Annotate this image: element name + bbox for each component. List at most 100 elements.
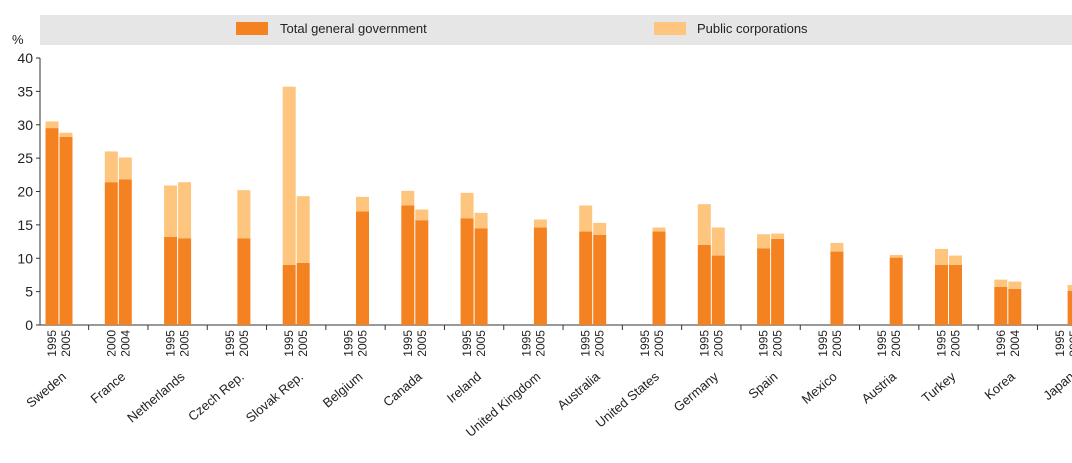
x-year-label: 2005 bbox=[889, 330, 903, 357]
x-year-label: 2005 bbox=[652, 330, 666, 357]
x-country-label: Turkey bbox=[919, 368, 959, 405]
y-tick-label: 40 bbox=[17, 50, 33, 66]
x-country-label: Ireland bbox=[444, 369, 484, 406]
y-tick-label: 15 bbox=[17, 217, 33, 233]
bar-government bbox=[533, 227, 547, 325]
x-year-label: 2005 bbox=[178, 330, 192, 357]
bar-public-corporations bbox=[237, 190, 251, 239]
bar-public-corporations bbox=[460, 192, 474, 219]
bar-public-corporations bbox=[830, 242, 844, 252]
bar-government bbox=[830, 251, 844, 325]
bar-government bbox=[104, 182, 118, 325]
x-year-label: 2005 bbox=[1067, 330, 1072, 357]
bar-public-corporations bbox=[533, 219, 547, 228]
x-year-label: 1995 bbox=[757, 330, 771, 357]
bar-public-corporations bbox=[1067, 284, 1072, 291]
bar-government bbox=[579, 231, 593, 325]
legend-swatch-public-corporations bbox=[654, 22, 686, 35]
bar-government bbox=[401, 205, 415, 325]
x-year-label: 2004 bbox=[118, 330, 132, 357]
y-tick-label: 10 bbox=[17, 250, 33, 266]
x-country-label: Slovak Rep. bbox=[243, 369, 306, 426]
x-year-label: 1995 bbox=[342, 330, 356, 357]
x-country-label: Belgium bbox=[320, 369, 366, 411]
x-year-label: 2005 bbox=[59, 330, 73, 357]
bar-government bbox=[460, 218, 474, 325]
bar-public-corporations bbox=[949, 255, 962, 265]
x-year-label: 1995 bbox=[401, 330, 415, 357]
x-year-label: 2000 bbox=[104, 330, 118, 357]
bar-public-corporations bbox=[593, 222, 607, 235]
x-year-label: 1995 bbox=[164, 330, 178, 357]
bar-government bbox=[59, 136, 73, 325]
bar-public-corporations bbox=[282, 86, 296, 265]
x-year-label: 2005 bbox=[356, 330, 370, 357]
bar-government bbox=[282, 264, 296, 325]
x-year-label: 1995 bbox=[1053, 330, 1067, 357]
x-year-label: 2005 bbox=[830, 330, 844, 357]
bar-government bbox=[697, 244, 711, 325]
x-year-label: 2005 bbox=[533, 330, 547, 357]
bar-government bbox=[474, 228, 488, 325]
bar-public-corporations bbox=[59, 132, 73, 137]
bar-public-corporations bbox=[935, 248, 948, 265]
x-country-label: France bbox=[88, 369, 129, 407]
bar-public-corporations bbox=[697, 204, 711, 245]
bar-government bbox=[356, 211, 369, 325]
x-year-label: 2005 bbox=[237, 330, 251, 357]
bar-public-corporations bbox=[652, 227, 666, 232]
y-tick-label: 20 bbox=[17, 184, 33, 200]
bar-public-corporations bbox=[401, 190, 415, 206]
bar-government bbox=[237, 238, 251, 325]
bar-public-corporations bbox=[474, 212, 488, 229]
x-year-label: 1995 bbox=[223, 330, 237, 357]
x-country-label: Spain bbox=[745, 369, 780, 402]
x-year-label: 2004 bbox=[1008, 330, 1022, 357]
bar-public-corporations bbox=[889, 254, 903, 258]
bar-public-corporations bbox=[711, 227, 725, 256]
x-year-label: 2005 bbox=[771, 330, 785, 357]
bar-public-corporations bbox=[164, 185, 178, 237]
y-tick-label: 25 bbox=[17, 150, 33, 166]
x-year-label: 1995 bbox=[935, 330, 949, 357]
y-axis-label: % bbox=[12, 32, 24, 47]
x-country-label: Sweden bbox=[23, 369, 69, 411]
x-country-label: Netherlands bbox=[124, 368, 188, 425]
x-year-label: 1995 bbox=[519, 330, 533, 357]
bar-government bbox=[1008, 288, 1022, 325]
bar-government bbox=[415, 220, 429, 325]
x-year-label: 2005 bbox=[593, 330, 607, 357]
x-year-label: 2005 bbox=[711, 330, 725, 357]
bar-government bbox=[935, 264, 948, 325]
x-country-label: United States bbox=[592, 368, 662, 430]
legend-band bbox=[40, 15, 1072, 45]
bar-government bbox=[178, 238, 192, 325]
x-country-label: Korea bbox=[982, 368, 1019, 402]
x-year-label: 1995 bbox=[45, 330, 59, 357]
bar-government bbox=[889, 257, 903, 325]
legend-label-public-corporations: Public corporations bbox=[697, 21, 808, 36]
bar-public-corporations bbox=[579, 205, 593, 232]
bar-government bbox=[949, 264, 962, 325]
legend-label-government: Total general government bbox=[280, 21, 427, 36]
x-country-label: Czech Rep. bbox=[185, 369, 247, 424]
bar-government bbox=[164, 236, 178, 325]
bar-government bbox=[652, 231, 666, 325]
bar-government bbox=[593, 234, 607, 325]
x-year-label: 1996 bbox=[994, 330, 1008, 357]
bar-public-corporations bbox=[178, 182, 192, 239]
bar-public-corporations bbox=[356, 196, 369, 212]
x-country-label: Austria bbox=[858, 368, 899, 406]
y-tick-label: 35 bbox=[17, 83, 33, 99]
bar-government bbox=[711, 255, 725, 325]
bar-public-corporations bbox=[994, 279, 1008, 287]
x-country-label: Germany bbox=[671, 368, 722, 414]
x-country-label: Australia bbox=[554, 368, 603, 412]
y-tick-label: 30 bbox=[17, 117, 33, 133]
bar-public-corporations bbox=[118, 157, 132, 180]
x-year-label: 2005 bbox=[474, 330, 488, 357]
x-year-label: 2005 bbox=[296, 330, 310, 357]
bar-government bbox=[296, 262, 310, 325]
